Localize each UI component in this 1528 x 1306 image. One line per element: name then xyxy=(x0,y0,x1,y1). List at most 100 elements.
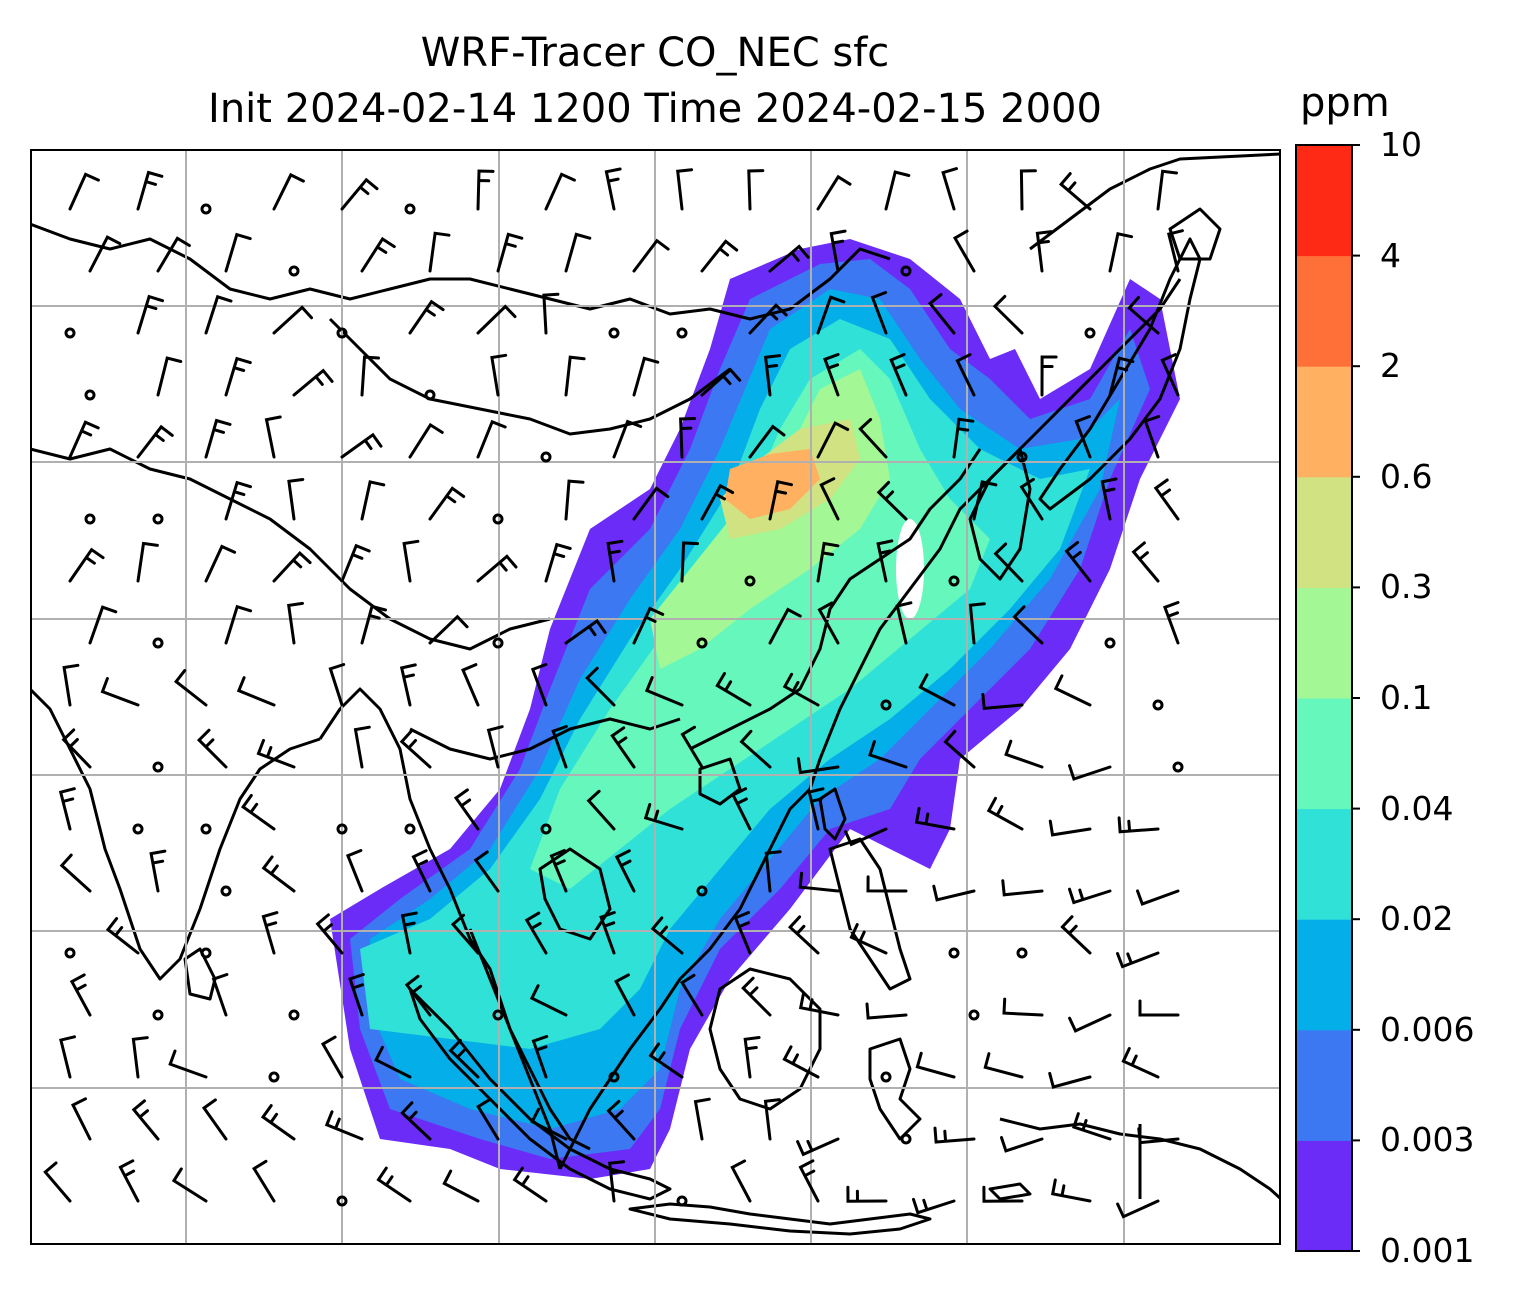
map-subtitle: Init 2024-02-14 1200 Time 2024-02-15 200… xyxy=(208,86,1102,132)
wind-barb xyxy=(261,911,279,955)
wind-barb xyxy=(599,911,616,955)
wind-barb xyxy=(650,916,684,955)
calm-wind-marker xyxy=(200,203,212,215)
wind-barb xyxy=(476,554,518,583)
taiwan xyxy=(818,787,847,841)
wind-barb xyxy=(476,1097,500,1141)
colorbar-segment xyxy=(1296,145,1352,257)
calm-wind-marker xyxy=(404,823,416,835)
wind-barb xyxy=(816,421,850,459)
wind-barb xyxy=(952,229,976,273)
wind-barb xyxy=(676,168,694,211)
wind-barb xyxy=(43,1161,72,1203)
wind-barb xyxy=(643,803,684,831)
wind-barb xyxy=(700,367,742,397)
wind-barb xyxy=(564,479,585,521)
wind-barb xyxy=(614,973,636,1017)
wind-barb xyxy=(816,541,840,583)
wind-barb xyxy=(1160,353,1180,397)
wind-barb xyxy=(585,666,616,707)
wind-barb xyxy=(360,236,396,273)
wind-barb xyxy=(680,973,704,1017)
indochina-coast xyxy=(558,278,1182,1170)
wind-barb xyxy=(1068,887,1112,905)
wind-barb xyxy=(360,480,386,521)
wind-barb xyxy=(62,663,80,707)
colorbar-tick-label: 2 xyxy=(1380,346,1401,386)
wind-barb xyxy=(632,486,670,521)
wind-barb xyxy=(411,849,432,893)
gridlines xyxy=(30,149,1281,1245)
calm-wind-marker xyxy=(948,947,960,959)
wind-barb xyxy=(408,299,445,335)
wind-barb xyxy=(453,788,480,831)
wind-barb xyxy=(1072,1112,1112,1141)
wind-barb xyxy=(1068,1013,1112,1033)
calm-wind-marker xyxy=(696,885,708,897)
malay-peninsula xyxy=(468,928,591,1151)
wind-barb xyxy=(136,294,164,335)
calm-wind-marker xyxy=(84,513,96,525)
wind-barb xyxy=(1060,915,1092,955)
wind-barb xyxy=(224,356,252,397)
sri-lanka xyxy=(183,947,217,1001)
wind-barb xyxy=(1058,172,1092,211)
wind-barb xyxy=(968,602,986,645)
wind-barb xyxy=(530,663,548,707)
wind-barb xyxy=(404,974,432,1017)
wind-barb xyxy=(612,419,643,459)
wind-barb xyxy=(201,1098,228,1141)
wind-barb xyxy=(564,618,607,645)
wind-barb xyxy=(564,355,586,397)
japan-islands xyxy=(1038,237,1202,511)
wind-barb xyxy=(88,605,118,645)
wind-barb xyxy=(1100,477,1118,521)
wind-barb xyxy=(496,232,524,273)
wind-barb xyxy=(972,480,998,521)
wind-barb xyxy=(320,1035,344,1079)
wind-barb xyxy=(211,973,229,1017)
wind-barb xyxy=(608,1160,626,1203)
wind-barb xyxy=(1001,879,1044,897)
wind-barb xyxy=(798,992,840,1017)
wind-barb xyxy=(196,728,228,769)
wind-barb xyxy=(360,604,387,645)
wind-barb xyxy=(858,418,888,459)
wind-barb xyxy=(530,1107,568,1141)
calm-wind-marker xyxy=(1172,761,1184,773)
wind-barb xyxy=(870,291,888,335)
wind-barb xyxy=(796,757,840,775)
colorbar-tick-label: 0.02 xyxy=(1380,899,1454,939)
wind-barb xyxy=(236,676,276,707)
wind-barb xyxy=(272,172,305,211)
calm-wind-marker xyxy=(268,1071,280,1083)
calm-wind-marker xyxy=(608,327,620,339)
wind-barb xyxy=(764,850,782,893)
wind-barb xyxy=(1116,1199,1160,1219)
wind-barb xyxy=(400,1101,432,1141)
wind-barb xyxy=(399,729,432,769)
wind-barb xyxy=(844,827,888,847)
wind-barb xyxy=(693,1097,711,1141)
wind-barb xyxy=(58,787,76,831)
wind-barb xyxy=(564,232,592,273)
wind-barb xyxy=(292,368,334,397)
colorbar-segment xyxy=(1296,476,1352,588)
wind-barb xyxy=(747,169,765,211)
wind-barb xyxy=(1131,541,1160,583)
bay-of-bengal-coast xyxy=(318,687,562,1170)
wind-barb xyxy=(1048,819,1092,837)
calm-wind-marker xyxy=(152,761,164,773)
wind-barb xyxy=(700,239,739,273)
calm-wind-marker xyxy=(84,389,96,401)
calm-wind-marker xyxy=(1104,637,1116,649)
calm-wind-marker xyxy=(336,1195,348,1207)
wind-barb xyxy=(884,170,911,211)
colorbar-tick-label: 0.006 xyxy=(1380,1009,1475,1049)
colorbar-tick-label: 0.3 xyxy=(1380,567,1433,607)
map-title: WRF-Tracer CO_NEC sfc xyxy=(420,30,890,76)
wind-barb xyxy=(586,789,616,831)
calm-wind-marker xyxy=(200,947,212,959)
wind-barb xyxy=(149,849,167,893)
wind-barb xyxy=(680,541,699,583)
